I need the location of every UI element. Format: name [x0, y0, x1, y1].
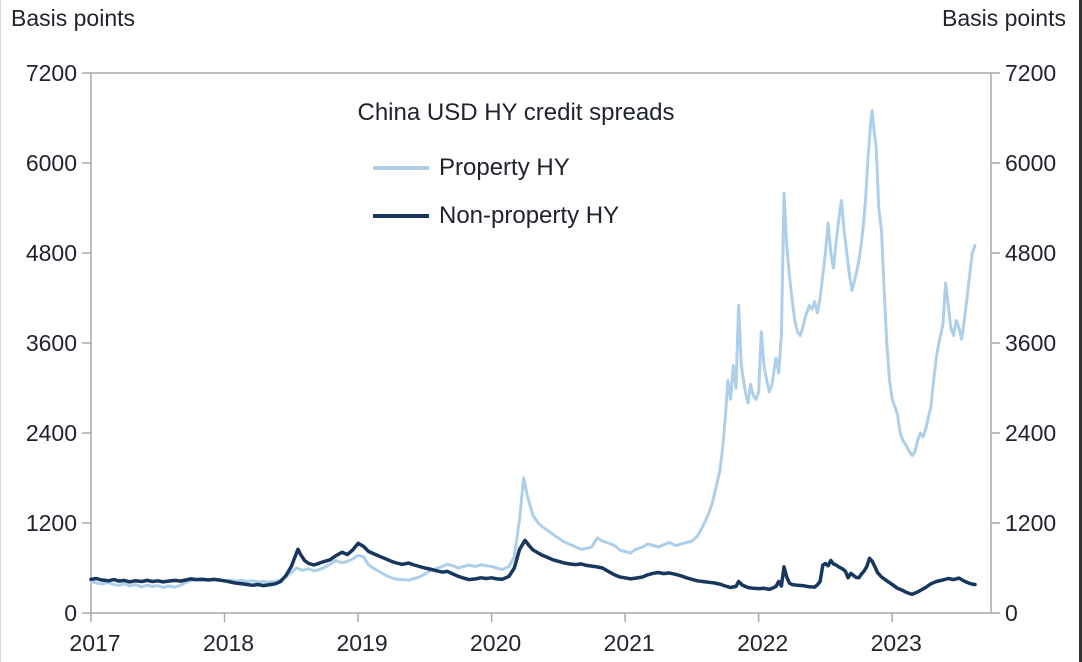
legend-item-non-property-hy: Non-property HY: [373, 202, 620, 229]
x-tick-label: 2018: [203, 630, 254, 656]
series-line-non-property-hy: [89, 538, 977, 597]
legend-swatch-non-property-hy-line: [373, 214, 429, 218]
y-tick-label-right: 3600: [1005, 330, 1056, 356]
y-tick-label-right: 7200: [1005, 60, 1056, 86]
y-axis-ticks: 0 0 1200 1200 2400 2400 3600 3600 4800 4800 6000 60…: [26, 60, 1056, 626]
y-tick-label-left: 4800: [26, 240, 77, 266]
x-tick-label: 2021: [604, 630, 655, 656]
y-tick-label-right: 6000: [1005, 150, 1056, 176]
y-tick-label-left: 6000: [26, 150, 77, 176]
y-tick-label-right: 4800: [1005, 240, 1056, 266]
legend-item-property-hy: Property HY: [373, 154, 570, 181]
x-tick-label: 2020: [470, 630, 521, 656]
x-tick-label: 2023: [871, 630, 922, 656]
left-axis-unit-label: Basis points: [11, 5, 136, 31]
y-tick-label-left: 7200: [26, 60, 77, 86]
right-axis-unit-label: Basis points: [941, 5, 1066, 31]
y-tick-label-right: 1200: [1005, 510, 1056, 536]
y-tick-label-left: 2400: [26, 420, 77, 446]
x-tick-label: 2017: [69, 630, 120, 656]
chart-title: China USD HY credit spreads: [357, 99, 675, 126]
x-tick-label: 2019: [336, 630, 387, 656]
y-tick-label-right: 0: [1005, 600, 1018, 626]
y-tick-label-left: 1200: [26, 510, 77, 536]
legend-label-property-hy: Property HY: [439, 154, 570, 181]
legend-label-non-property-hy: Non-property HY: [439, 202, 620, 229]
x-tick-label: 2022: [737, 630, 788, 656]
y-tick-label-left: 3600: [26, 330, 77, 356]
y-tick-label-left: 0: [64, 600, 77, 626]
series-line-property-hy: [89, 109, 977, 589]
legend-swatch-property-hy-line: [373, 166, 429, 170]
x-axis-ticks: 2017 2018 2019 2020 2021 2022 2023: [69, 613, 922, 656]
y-tick-label-right: 2400: [1005, 420, 1056, 446]
